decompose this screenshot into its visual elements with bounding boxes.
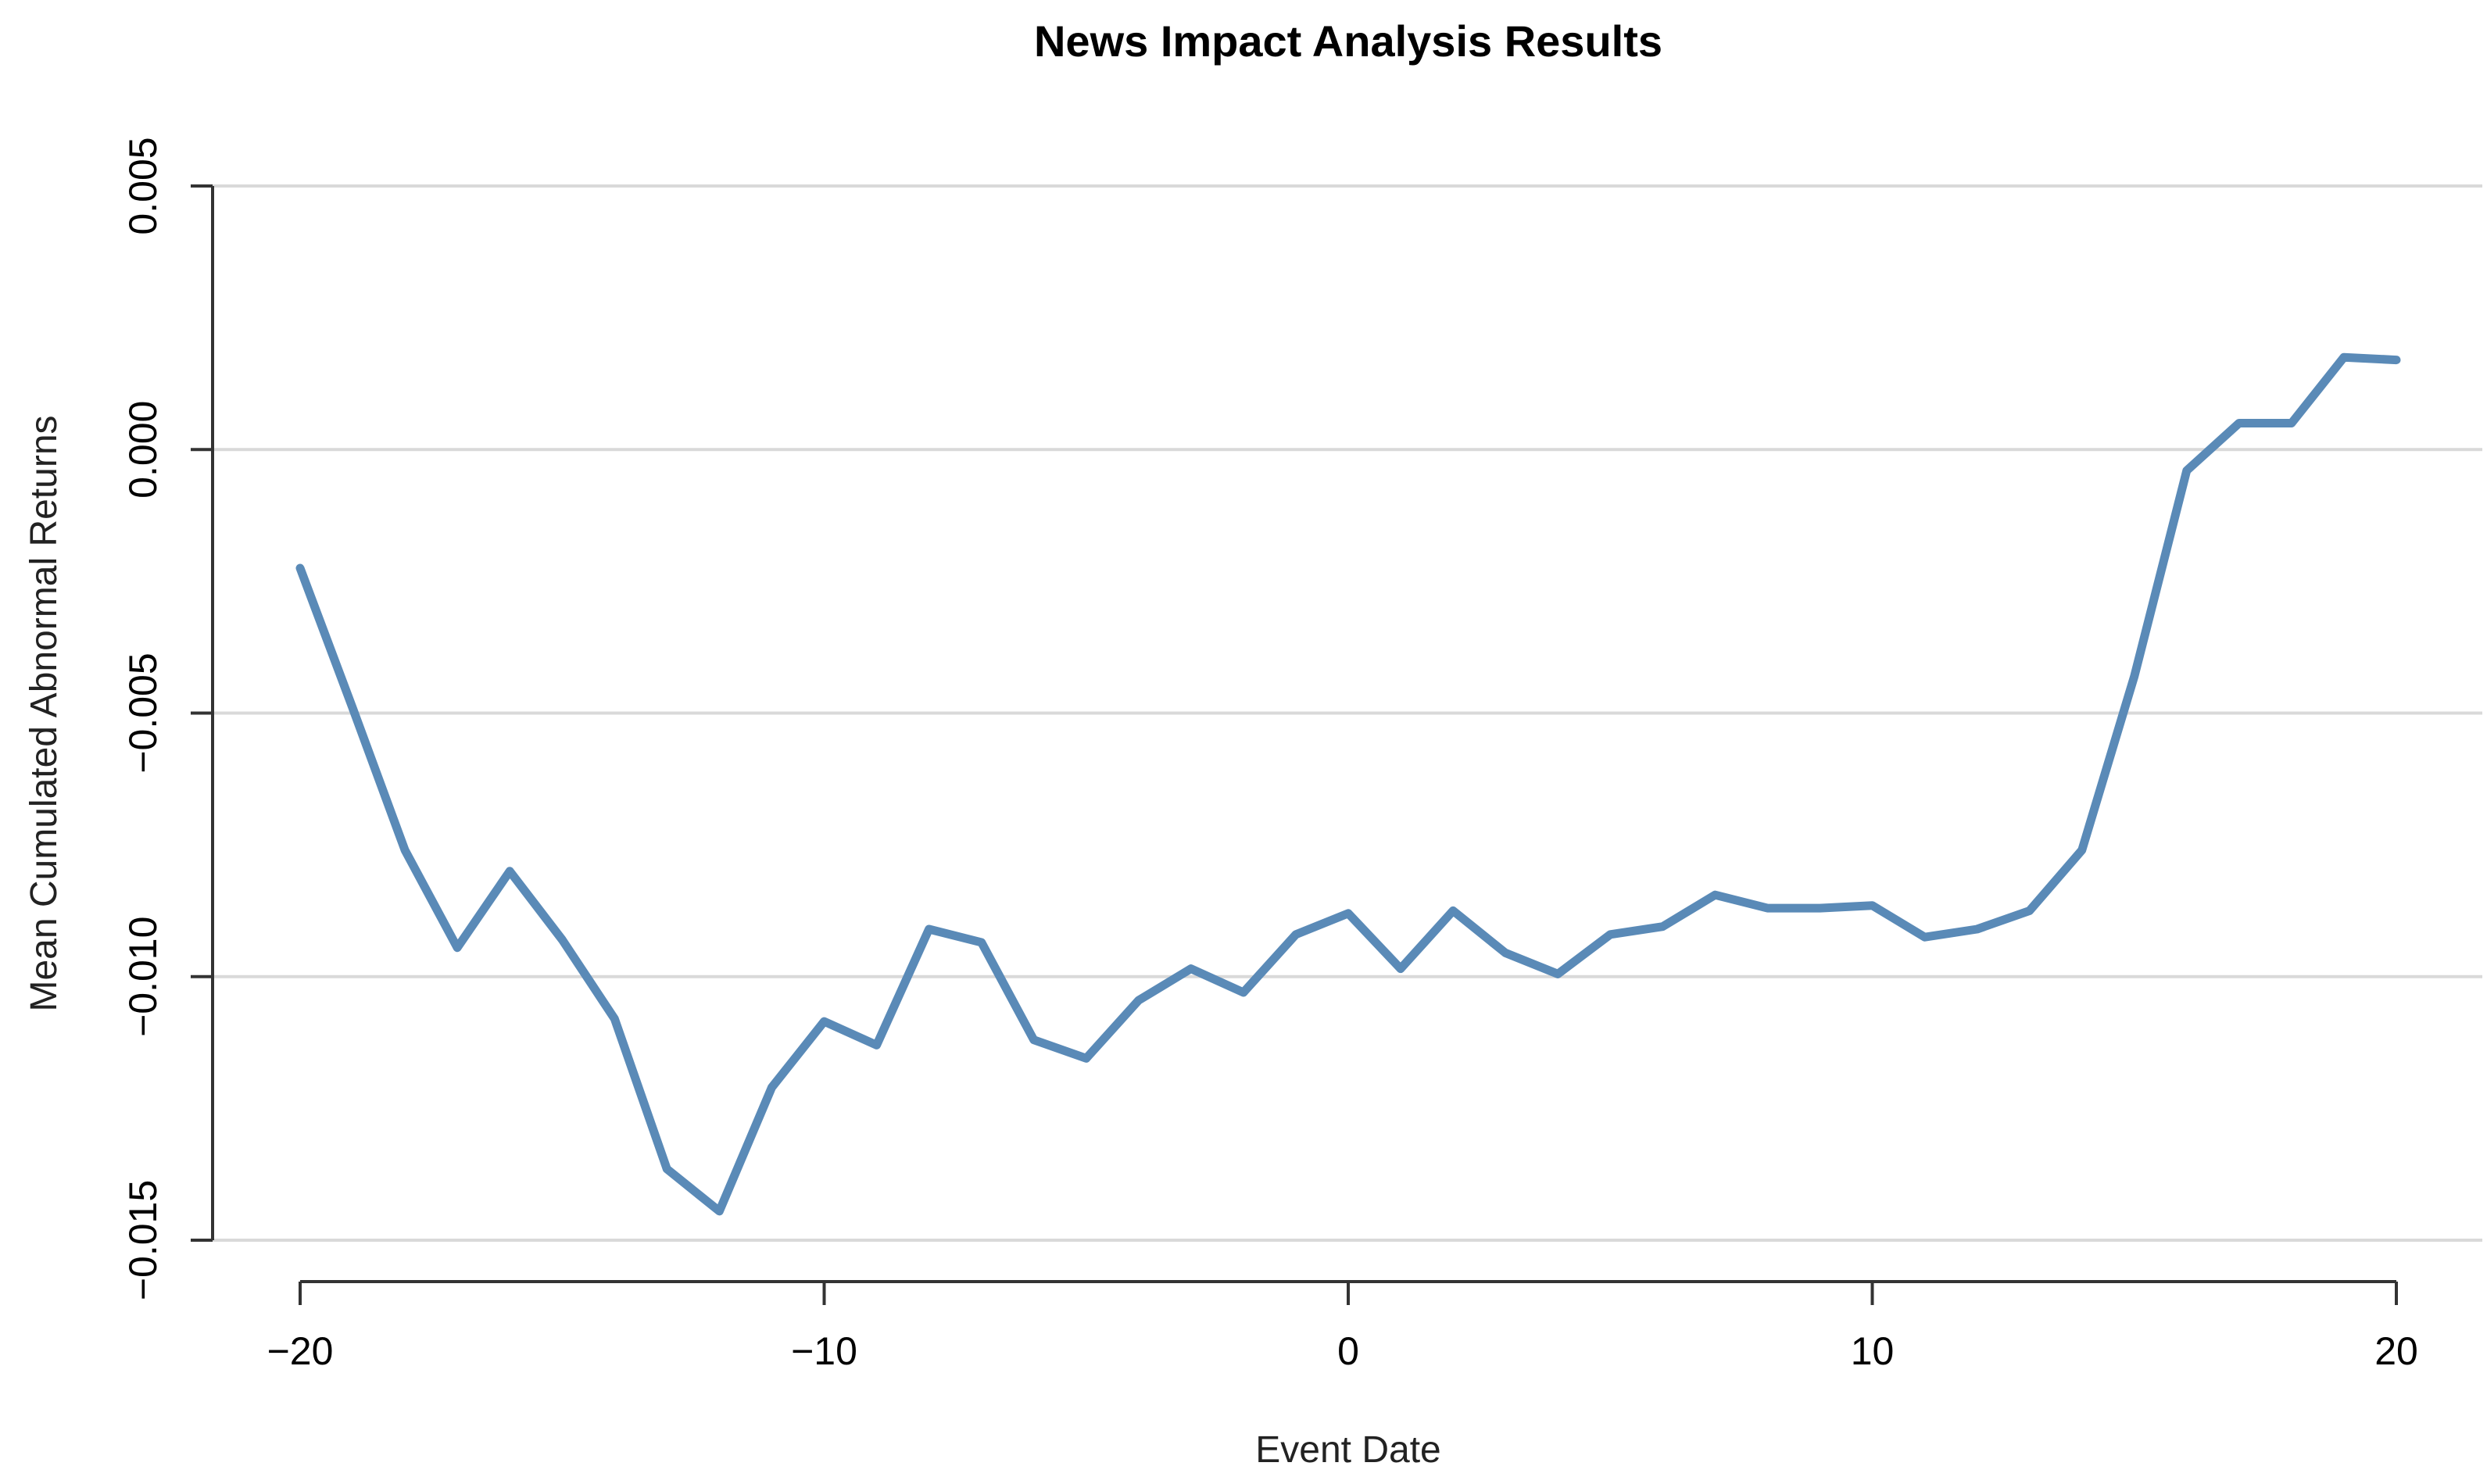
data-point: [1869, 902, 1877, 910]
data-point: [1816, 904, 1823, 912]
data-point: [1606, 931, 1614, 939]
data-point: [349, 704, 356, 712]
data-point: [401, 846, 409, 854]
data-point: [2078, 846, 2086, 854]
data-point: [1449, 906, 1457, 914]
data-point: [1973, 925, 1981, 933]
data-point: [2392, 356, 2400, 364]
data-point: [296, 564, 304, 572]
data-point: [506, 867, 514, 875]
data-point: [1292, 931, 1300, 939]
data-point: [925, 925, 933, 933]
x-tick-label: −20: [267, 1329, 334, 1373]
y-tick-label: 0.000: [121, 401, 165, 499]
axes: [211, 186, 2396, 1283]
data-point: [873, 1041, 881, 1049]
data-point: [610, 1015, 618, 1023]
data-point: [2288, 420, 2296, 427]
data-point: [2131, 672, 2138, 680]
data-point: [1397, 965, 1405, 973]
y-tick-label: 0.005: [121, 137, 165, 234]
data-point: [1187, 965, 1195, 973]
data-point: [1082, 1054, 1090, 1062]
x-tick-label: −10: [791, 1329, 857, 1373]
data-point: [821, 1017, 828, 1025]
data-point: [1501, 949, 1509, 957]
y-axis-ticks: −0.015 −0.010 −0.005 0.000 0.005: [121, 137, 213, 1300]
y-tick-label: −0.015: [121, 1180, 165, 1300]
data-point: [978, 939, 986, 946]
data-point: [1135, 996, 1143, 1004]
data-point: [453, 944, 461, 952]
data-point: [715, 1207, 723, 1215]
data-point: [1554, 970, 1562, 978]
data-point: [768, 1083, 776, 1091]
x-tick-label: 20: [2374, 1329, 2418, 1373]
y-tick-label: −0.005: [121, 653, 165, 773]
data-point: [663, 1165, 671, 1173]
horizontal-gridlines: [213, 184, 2482, 1242]
data-point: [1030, 1036, 1038, 1044]
x-axis-label: Event Date: [1255, 1429, 1440, 1471]
x-tick-label: 10: [1851, 1329, 1895, 1373]
data-point: [2183, 467, 2191, 474]
x-tick-label: 0: [1337, 1329, 1359, 1373]
data-point: [1711, 891, 1719, 899]
data-point: [2026, 906, 2034, 914]
data-point: [1921, 933, 1929, 941]
data-points: [296, 353, 2400, 1215]
data-point: [1344, 910, 1352, 917]
chart-title: News Impact Analysis Results: [1034, 16, 1662, 66]
y-tick-label: −0.010: [121, 917, 165, 1037]
data-point: [1763, 904, 1771, 912]
series-line: [295, 352, 2401, 1216]
y-axis-label: Mean Cumulated Abnormal Returns: [23, 415, 65, 1011]
data-point: [1659, 923, 1666, 931]
data-point: [1240, 989, 1247, 996]
data-point: [2235, 420, 2243, 427]
data-point: [558, 936, 566, 944]
data-point: [2340, 353, 2348, 361]
x-axis-ticks: −20 −10 0 10 20: [267, 1282, 2418, 1373]
